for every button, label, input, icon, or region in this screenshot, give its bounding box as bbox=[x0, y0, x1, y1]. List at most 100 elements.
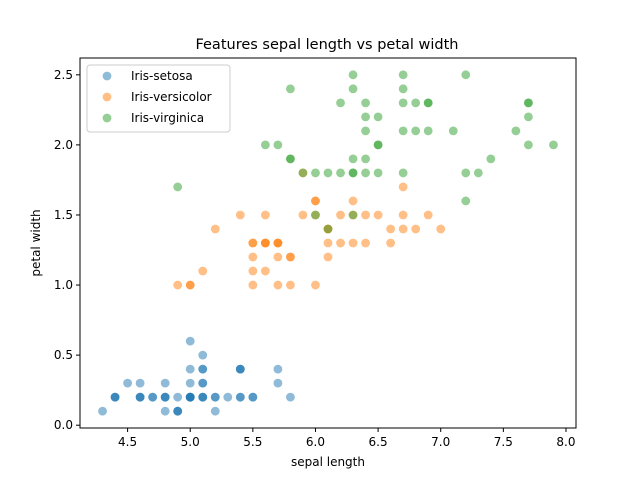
data-point-iris-setosa bbox=[185, 364, 195, 374]
data-point-iris-virginica bbox=[398, 70, 408, 80]
data-point-iris-virginica bbox=[373, 112, 383, 122]
data-point-iris-virginica bbox=[361, 126, 370, 136]
data-point-iris-versicolor bbox=[423, 210, 433, 220]
data-point-iris-versicolor bbox=[323, 238, 333, 248]
x-axis-label: sepal length bbox=[291, 455, 365, 469]
data-point-iris-virginica bbox=[461, 196, 471, 206]
data-point-iris-setosa bbox=[198, 350, 208, 360]
y-tick-label: 1.5 bbox=[54, 208, 73, 222]
data-point-iris-versicolor bbox=[336, 210, 345, 220]
data-point-iris-setosa bbox=[273, 364, 283, 374]
data-point-iris-virginica bbox=[173, 182, 183, 192]
y-tick-label: 0.0 bbox=[54, 418, 73, 432]
x-tick-label: 7.0 bbox=[431, 435, 450, 449]
data-point-iris-virginica bbox=[348, 70, 358, 80]
legend-marker bbox=[102, 71, 112, 81]
legend: Iris-setosa Iris-versicolor Iris-virginica bbox=[86, 64, 231, 133]
data-point-iris-virginica bbox=[524, 140, 533, 150]
data-point-iris-virginica bbox=[336, 98, 345, 108]
data-point-iris-virginica bbox=[398, 126, 408, 136]
data-point-iris-versicolor bbox=[361, 210, 370, 220]
data-point-iris-virginica bbox=[348, 154, 358, 164]
data-point-iris-versicolor bbox=[386, 224, 396, 234]
data-point-iris-setosa bbox=[185, 378, 195, 388]
data-point-iris-setosa bbox=[160, 392, 170, 402]
data-point-iris-versicolor bbox=[361, 238, 370, 248]
data-point-iris-virginica bbox=[323, 224, 333, 234]
x-tick-label: 6.5 bbox=[369, 435, 388, 449]
data-point-iris-versicolor bbox=[398, 182, 408, 192]
legend-marker bbox=[102, 92, 112, 102]
data-point-iris-virginica bbox=[361, 168, 370, 178]
data-point-iris-virginica bbox=[348, 168, 358, 178]
data-point-iris-setosa bbox=[123, 378, 132, 388]
data-point-iris-versicolor bbox=[398, 224, 408, 234]
legend-label: Iris-virginica bbox=[131, 111, 204, 125]
data-point-iris-setosa bbox=[223, 392, 233, 402]
y-tick-label: 2.5 bbox=[54, 68, 73, 82]
y-axis-label: petal width bbox=[29, 209, 43, 276]
data-point-iris-setosa bbox=[185, 392, 195, 402]
data-point-iris-virginica bbox=[486, 154, 496, 164]
data-point-iris-virginica bbox=[524, 98, 533, 108]
data-point-iris-setosa bbox=[135, 378, 145, 388]
data-point-iris-setosa bbox=[235, 364, 245, 374]
data-point-iris-versicolor bbox=[373, 210, 383, 220]
data-point-iris-versicolor bbox=[311, 280, 320, 290]
data-point-iris-virginica bbox=[373, 140, 383, 150]
data-point-iris-setosa bbox=[160, 406, 170, 416]
data-point-iris-virginica bbox=[311, 168, 320, 178]
y-tick-label: 1.0 bbox=[54, 278, 73, 292]
data-point-iris-setosa bbox=[98, 406, 107, 416]
y-axis-ticks: 0.0 0.5 1.0 1.5 2.0 2.5 bbox=[54, 68, 80, 432]
y-tick-label: 0.5 bbox=[54, 348, 73, 362]
data-point-iris-setosa bbox=[198, 392, 208, 402]
data-point-iris-virginica bbox=[398, 98, 408, 108]
data-point-iris-virginica bbox=[473, 168, 483, 178]
data-point-iris-versicolor bbox=[348, 238, 358, 248]
data-point-iris-setosa bbox=[148, 392, 158, 402]
data-point-iris-versicolor bbox=[298, 210, 308, 220]
data-point-iris-versicolor bbox=[411, 224, 421, 234]
legend-items: Iris-setosa Iris-versicolor Iris-virginica bbox=[102, 69, 212, 125]
data-point-iris-virginica bbox=[448, 126, 458, 136]
data-point-iris-setosa bbox=[198, 364, 208, 374]
data-point-iris-virginica bbox=[511, 126, 521, 136]
data-point-iris-versicolor bbox=[235, 210, 245, 220]
data-point-iris-setosa bbox=[160, 378, 170, 388]
data-point-iris-virginica bbox=[373, 168, 383, 178]
data-point-iris-virginica bbox=[423, 98, 433, 108]
x-tick-label: 7.5 bbox=[494, 435, 513, 449]
x-tick-label: 5.0 bbox=[181, 435, 200, 449]
legend-label: Iris-setosa bbox=[131, 69, 193, 83]
legend-box bbox=[86, 64, 231, 133]
data-point-iris-setosa bbox=[173, 406, 183, 416]
data-point-iris-setosa bbox=[248, 392, 258, 402]
data-point-iris-versicolor bbox=[248, 238, 258, 248]
data-point-iris-virginica bbox=[411, 126, 421, 136]
data-point-iris-setosa bbox=[135, 392, 145, 402]
data-point-iris-virginica bbox=[298, 168, 308, 178]
x-tick-label: 4.5 bbox=[118, 435, 137, 449]
data-point-iris-versicolor bbox=[260, 238, 270, 248]
data-point-iris-versicolor bbox=[273, 252, 283, 262]
data-point-iris-versicolor bbox=[336, 238, 345, 248]
data-point-iris-versicolor bbox=[260, 266, 270, 276]
data-point-iris-virginica bbox=[423, 126, 433, 136]
x-tick-label: 5.5 bbox=[243, 435, 262, 449]
data-point-iris-setosa bbox=[185, 336, 195, 346]
data-point-iris-virginica bbox=[411, 98, 421, 108]
data-point-iris-versicolor bbox=[198, 266, 208, 276]
plot-area-frame bbox=[79, 57, 577, 429]
legend-label: Iris-versicolor bbox=[131, 90, 212, 104]
data-point-iris-versicolor bbox=[348, 196, 358, 206]
data-point-iris-virginica bbox=[286, 154, 295, 164]
data-point-iris-setosa bbox=[210, 392, 220, 402]
data-point-iris-virginica bbox=[461, 70, 471, 80]
data-point-iris-setosa bbox=[173, 392, 183, 402]
legend-marker bbox=[102, 113, 112, 123]
data-point-iris-setosa bbox=[235, 392, 245, 402]
data-point-iris-versicolor bbox=[286, 252, 295, 262]
data-point-iris-virginica bbox=[273, 140, 283, 150]
data-point-iris-virginica bbox=[311, 210, 320, 220]
